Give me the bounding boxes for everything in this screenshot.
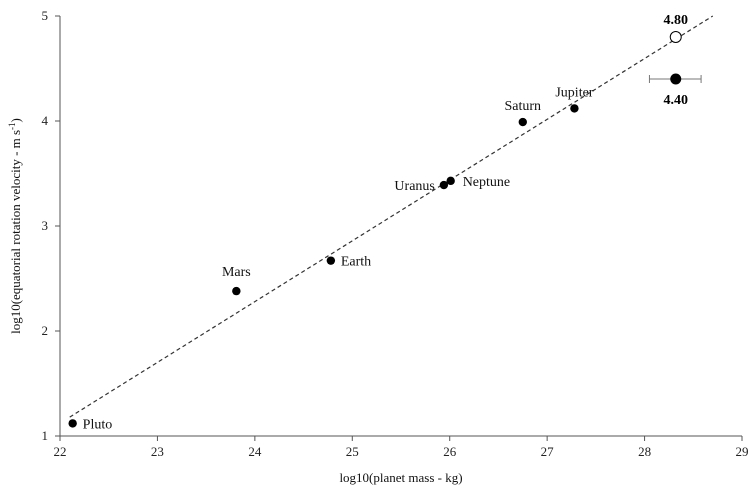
- x-tick-label: 24: [248, 444, 262, 459]
- y-tick-label: 3: [42, 218, 49, 233]
- point-label-jupiter: Jupiter: [555, 85, 593, 100]
- point-label-uranus: Uranus: [394, 179, 434, 194]
- x-tick-label: 23: [151, 444, 164, 459]
- data-points: Pluto Mars Earth Uranus Neptune Saturn Jupiter: [68, 85, 594, 432]
- data-point-earth: [326, 256, 336, 265]
- y-axis-title-main: log10(equatorial rotation velocity - m s: [8, 130, 23, 334]
- data-point-neptune: [446, 176, 455, 186]
- point-label-pluto: Pluto: [83, 417, 113, 432]
- value-label-4-40: 4.40: [663, 93, 688, 108]
- x-axis-title: log10(planet mass - kg): [339, 470, 462, 485]
- data-point-mars: [232, 286, 241, 296]
- measured-point-filled: [670, 73, 682, 85]
- trendline: [69, 15, 714, 418]
- y-tick-label: 2: [42, 323, 49, 338]
- y-axis-title: log10(equatorial rotation velocity - m s…: [7, 118, 23, 334]
- value-label-4-80: 4.80: [663, 13, 688, 28]
- x-tick-label: 29: [736, 444, 749, 459]
- point-label-saturn: Saturn: [505, 99, 542, 114]
- data-point-jupiter: [570, 104, 579, 113]
- predicted-point-open: [669, 31, 682, 43]
- data-point-saturn: [518, 117, 527, 127]
- y-axis-title-end: ): [8, 118, 23, 122]
- point-label-mars: Mars: [222, 265, 251, 280]
- x-tick-label: 26: [443, 444, 457, 459]
- data-point-pluto: [68, 419, 77, 428]
- y-tick-label: 5: [42, 8, 49, 23]
- y-axis-title-superscript: -1: [7, 122, 17, 130]
- point-label-earth: Earth: [341, 255, 371, 270]
- x-tick-label: 22: [54, 444, 67, 459]
- y-tick-label: 4: [42, 113, 49, 128]
- x-tick-label: 25: [346, 444, 359, 459]
- highlighted-points: 4.40 4.80: [648, 13, 702, 108]
- point-label-neptune: Neptune: [463, 175, 510, 190]
- x-tick-label: 28: [638, 444, 651, 459]
- y-tick-label: 1: [42, 428, 49, 443]
- axes: [59, 16, 742, 437]
- x-tick-label: 27: [541, 444, 555, 459]
- trendline-group: [69, 15, 714, 418]
- data-point-uranus: [439, 180, 449, 190]
